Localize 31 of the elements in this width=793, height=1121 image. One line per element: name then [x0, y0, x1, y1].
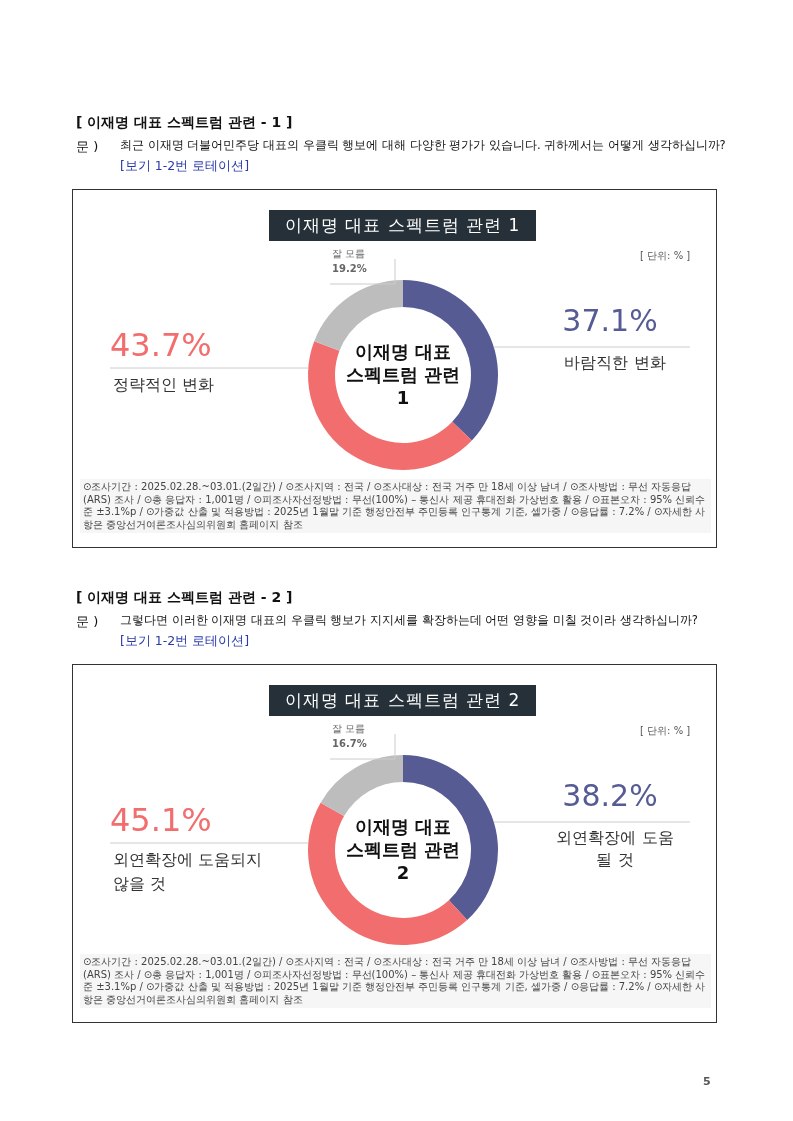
text: 이재명 대표 스펙트럼 관련 1	[344, 340, 462, 409]
data-label: 19.2%	[332, 263, 367, 274]
slice-label: 잘 모름	[332, 722, 366, 736]
text: ⊙조사기간 : 2025.02.28.~03.01.(2일간) / ⊙조사지역 : 전국 / ⊙조사대상 : 전국 거주 만 18세 이상 남녀 / ⊙조사방법 : 무선 자동응답(ARS) 조사 / ⊙총 응답자 : 1,001명 / ⊙피조사자선정방법 : 무선(100%) – 통신사 제공 휴대전화 가상번호 활용 / ⊙표본오차 : 95% 신뢰수준 ±3.1%p / ⊙가중값 산출 및 적용방법 : 2025년 1월말 기준 행정안전부 주민등록 인구통계 기준, 셀가중 / ⊙응답률 : 7.2% / ⊙자세한 사항은 중앙선거여론조사심의위원회 홈페이지 참조	[80, 954, 711, 1008]
chart-title: 이재명 대표 스펙트럼 관련 2	[269, 685, 537, 716]
data-label: 43.7%	[110, 326, 212, 364]
text: 문 )	[76, 138, 99, 156]
text: [보기 1-2번 로테이션]	[120, 633, 250, 650]
text: [ 단위: % ]	[640, 724, 691, 738]
slice-label: 잘 모름	[332, 247, 366, 261]
text: [ 이재명 대표 스펙트럼 관련 - 1 ]	[76, 114, 293, 132]
text: [보기 1-2번 로테이션]	[120, 158, 250, 175]
data-label: 38.2%	[561, 778, 659, 813]
text: 최근 이재명 더불어민주당 대표의 우클릭 행보에 대해 다양한 평가가 있습니다. 귀하께서는 어떻게 생각하십니까?	[120, 138, 726, 153]
donut-slice	[308, 802, 468, 945]
text: [ 단위: % ]	[640, 249, 691, 263]
text: [ 이재명 대표 스펙트럼 관련 - 2 ]	[76, 589, 293, 607]
text: 5	[703, 1075, 711, 1088]
donut-slice	[308, 341, 472, 470]
chart-title: 이재명 대표 스펙트럼 관련 1	[269, 210, 537, 241]
text: 그렇다면 이러한 이재명 대표의 우클릭 행보가 지지세를 확장하는데 어떤 영향을 미칠 것이라 생각하십니까?	[120, 613, 698, 628]
text: 이재명 대표 스펙트럼 관련 2	[344, 815, 462, 884]
text: 문 )	[76, 613, 99, 631]
data-label: 37.1%	[561, 303, 659, 338]
slice-label: 정략적인 변화	[113, 374, 216, 396]
slice-label: 외연확장에 도움 될 것	[555, 827, 675, 871]
slice-label: 바람직한 변화	[563, 352, 667, 374]
slice-label: 외연확장에 도움되지 않을 것	[113, 849, 263, 895]
data-label: 45.1%	[110, 801, 212, 839]
data-label: 16.7%	[332, 738, 367, 749]
text: ⊙조사기간 : 2025.02.28.~03.01.(2일간) / ⊙조사지역 : 전국 / ⊙조사대상 : 전국 거주 만 18세 이상 남녀 / ⊙조사방법 : 무선 자동응답(ARS) 조사 / ⊙총 응답자 : 1,001명 / ⊙피조사자선정방법 : 무선(100%) – 통신사 제공 휴대전화 가상번호 활용 / ⊙표본오차 : 95% 신뢰수준 ±3.1%p / ⊙가중값 산출 및 적용방법 : 2025년 1월말 기준 행정안전부 주민등록 인구통계 기준, 셀가중 / ⊙응답률 : 7.2% / ⊙자세한 사항은 중앙선거여론조사심의위원회 홈페이지 참조	[80, 479, 711, 533]
